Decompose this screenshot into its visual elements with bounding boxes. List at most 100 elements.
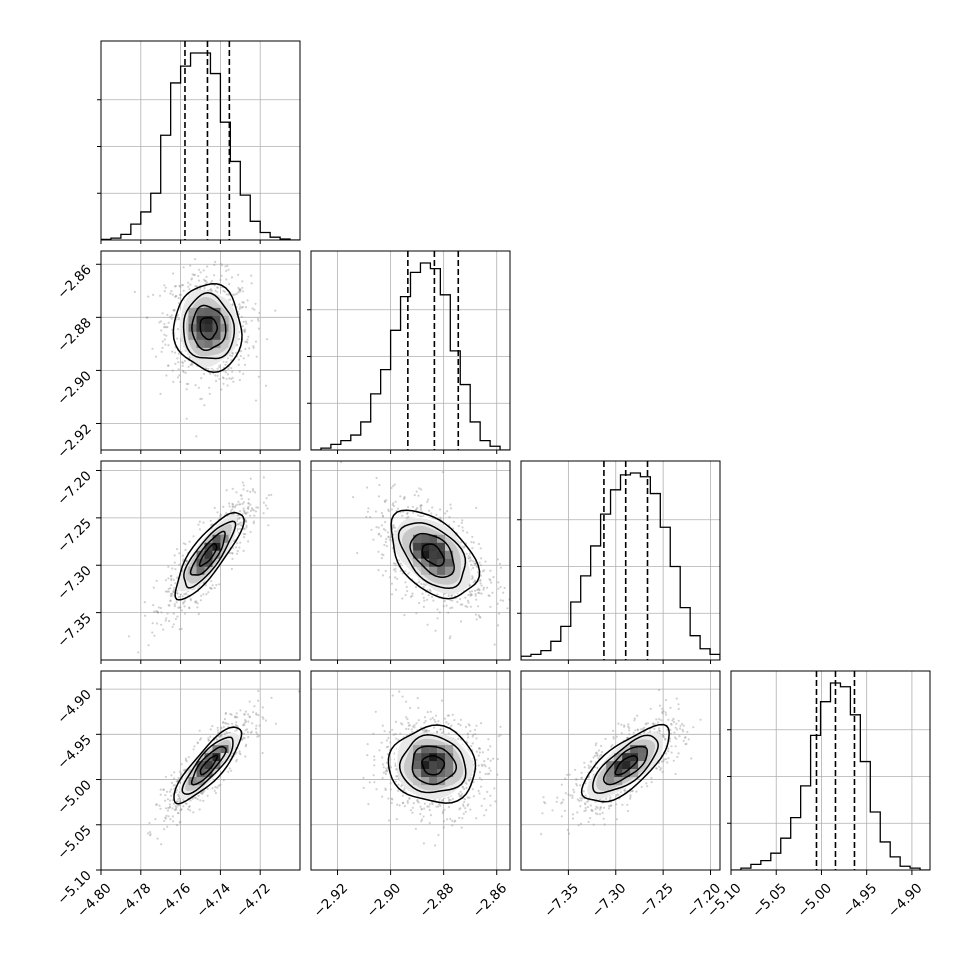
sample-point: [469, 556, 472, 559]
sample-point: [257, 375, 260, 378]
sample-point: [255, 713, 258, 716]
sample-point: [466, 599, 470, 602]
sample-point: [626, 803, 629, 806]
contour-line-1: [409, 532, 455, 578]
sample-point: [165, 807, 168, 810]
sample-point: [447, 722, 450, 725]
sample-point: [267, 494, 270, 497]
sample-point: [163, 828, 166, 831]
sample-point: [471, 535, 474, 539]
sample-point: [181, 595, 184, 598]
sample-point: [206, 794, 209, 797]
sample-point: [450, 594, 453, 597]
sample-point: [166, 590, 169, 593]
sample-point: [472, 795, 475, 798]
sample-point: [468, 552, 471, 555]
sample-point: [390, 797, 393, 800]
sample-point: [242, 501, 245, 504]
sample-point: [243, 536, 246, 539]
sample-point: [659, 767, 663, 770]
sample-point: [522, 619, 524, 621]
sample-point: [226, 264, 229, 267]
sample-point: [228, 502, 231, 505]
sample-point: [562, 798, 565, 801]
sample-point: [178, 563, 181, 566]
sample-point: [242, 320, 245, 323]
sample-point: [669, 706, 672, 709]
sample-point: [453, 820, 456, 823]
sample-point: [439, 804, 442, 807]
sample-point: [699, 718, 702, 721]
sample-point: [231, 351, 234, 354]
sample-point: [411, 505, 414, 508]
sample-point: [480, 804, 483, 807]
sample-point: [555, 800, 558, 803]
sample-point: [220, 264, 224, 267]
sample-point: [466, 796, 469, 799]
sample-point: [183, 359, 186, 363]
sample-point: [440, 731, 443, 735]
sample-point: [373, 764, 376, 767]
sample-point: [250, 507, 254, 510]
sample-point: [251, 722, 254, 725]
sample-point: [629, 795, 632, 799]
sample-point: [658, 718, 661, 721]
sample-point: [372, 538, 375, 541]
sample-point: [185, 560, 188, 563]
density-cell: [421, 542, 430, 551]
sample-point: [489, 769, 492, 772]
sample-point: [243, 330, 246, 333]
sample-point: [182, 558, 185, 561]
density-cell: [445, 769, 454, 778]
sample-point: [383, 730, 386, 733]
sample-point: [172, 272, 175, 275]
sample-point: [672, 720, 676, 724]
sample-point: [199, 738, 202, 741]
sample-point: [239, 510, 242, 513]
sample-point: [238, 379, 241, 382]
sample-point: [401, 514, 404, 517]
sample-point: [449, 799, 452, 802]
sample-point: [239, 354, 242, 358]
sample-point: [459, 790, 462, 793]
sample-point: [372, 774, 375, 777]
sample-point: [446, 818, 449, 821]
sample-point: [171, 815, 174, 818]
sample-point: [238, 338, 241, 341]
sample-point: [162, 326, 166, 329]
sample-point: [197, 612, 200, 616]
sample-point: [191, 797, 194, 800]
sample-point: [459, 603, 462, 606]
sample-point: [469, 776, 472, 780]
sample-point: [249, 509, 252, 512]
sample-point: [229, 354, 232, 357]
sample-point: [470, 744, 473, 748]
sample-point: [424, 730, 427, 734]
sample-point: [422, 842, 425, 845]
sample-point: [609, 804, 612, 807]
sample-point: [179, 285, 182, 288]
sample-point: [169, 599, 172, 602]
sample-point: [449, 817, 452, 821]
y-tick-label: −5.00: [54, 777, 95, 818]
sample-point: [197, 794, 200, 798]
density-cell: [204, 339, 213, 348]
sample-point: [177, 352, 181, 355]
sample-point: [392, 533, 395, 536]
sample-point: [177, 812, 180, 815]
sample-point: [420, 504, 423, 507]
sample-point: [236, 549, 239, 553]
sample-point: [229, 551, 232, 555]
sample-point: [187, 365, 190, 368]
sample-point: [661, 734, 665, 737]
sample-point: [463, 798, 466, 801]
sample-point: [474, 594, 477, 597]
sample-point: [218, 377, 221, 380]
sample-point: [450, 594, 453, 597]
contour-line-3: [390, 509, 481, 600]
sample-point: [241, 502, 244, 505]
density-cell: [196, 315, 205, 324]
sample-point: [251, 307, 254, 310]
sample-point: [256, 506, 260, 509]
